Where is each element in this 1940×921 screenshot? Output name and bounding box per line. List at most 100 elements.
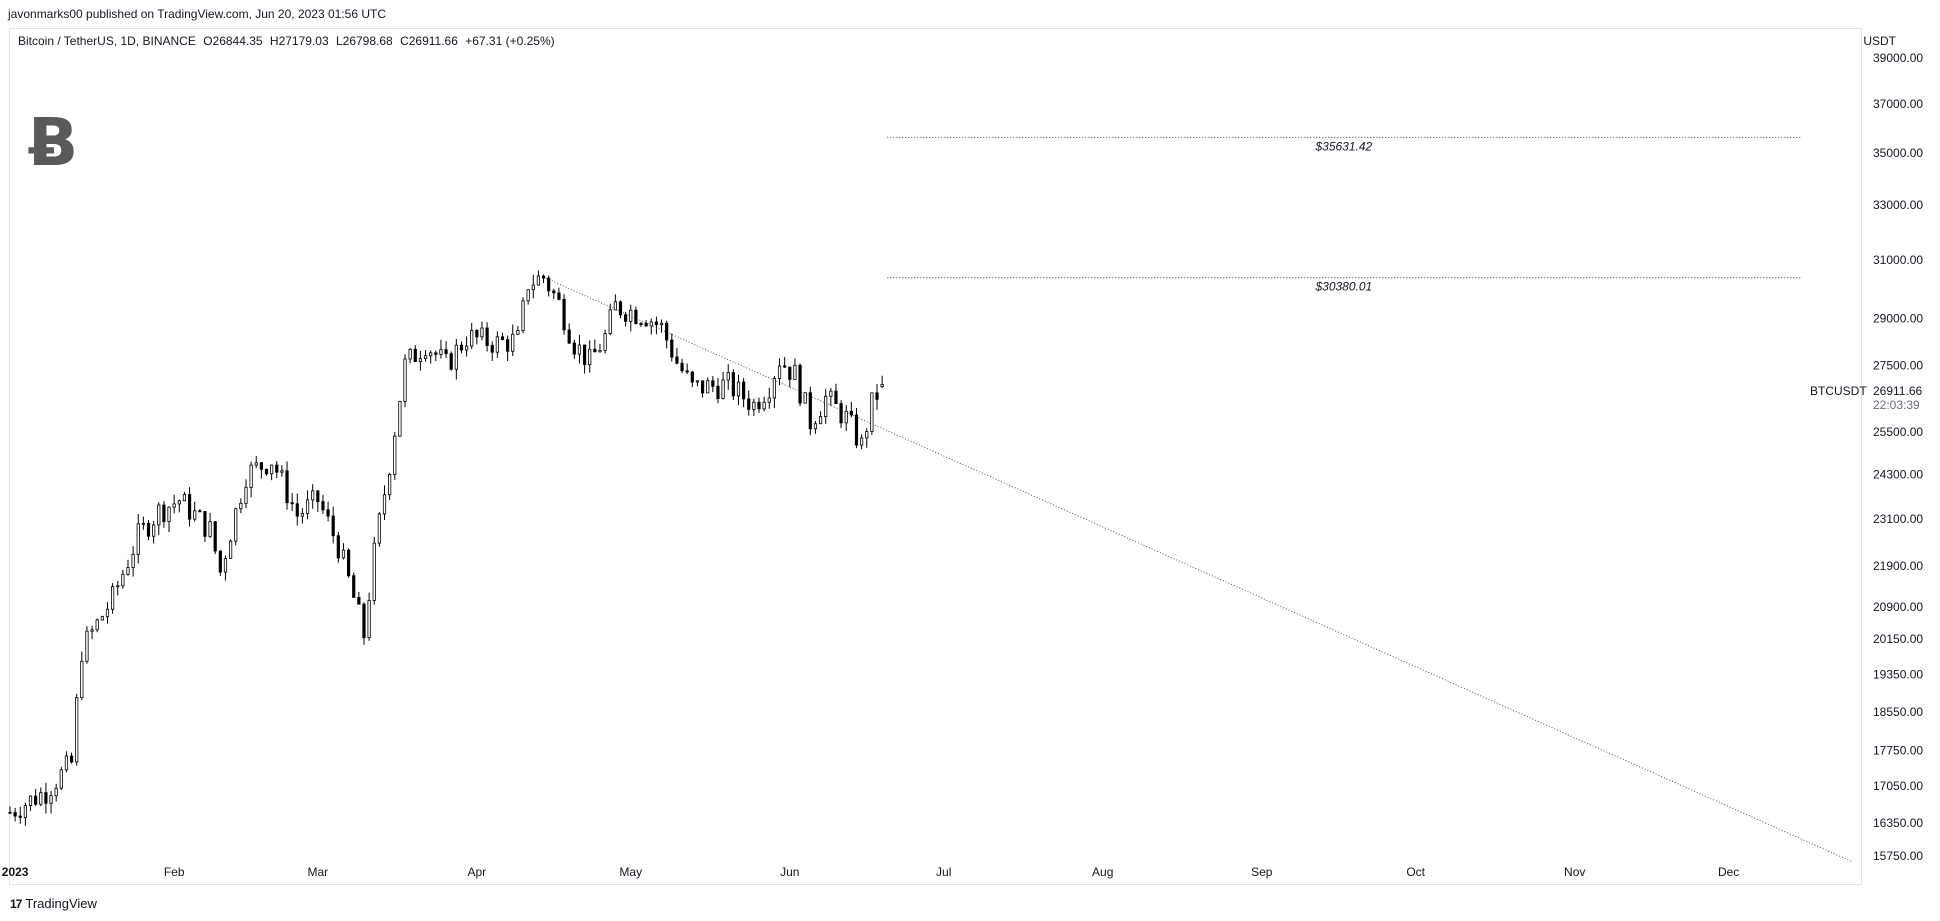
candle-body (547, 277, 551, 292)
candle-body (398, 400, 402, 437)
chart-legend: Bitcoin / TetherUS, 1D, BINANCE O26844.3… (18, 34, 559, 48)
y-tick-label: 19350.00 (1873, 668, 1923, 682)
candle-body (798, 364, 802, 404)
candle-body (90, 629, 94, 632)
price-label-price: 26911.66 (1873, 384, 1922, 398)
candle-body (752, 401, 756, 410)
candle-body (485, 327, 489, 346)
candle-body (167, 506, 171, 522)
candle-body (39, 792, 43, 805)
candle-body (649, 321, 653, 327)
y-tick-label: 15750.00 (1873, 849, 1923, 863)
candle-body (203, 511, 207, 537)
candle-body (54, 787, 58, 797)
candle-body (326, 509, 330, 517)
candle-body (346, 549, 351, 577)
candle-body (731, 372, 735, 397)
candle-body (695, 380, 700, 383)
candle-body (788, 366, 792, 380)
y-tick-label: 35000.00 (1873, 146, 1923, 160)
candle-body (23, 805, 27, 818)
candle-body (536, 275, 541, 286)
candle-body (300, 513, 305, 517)
candles-group (8, 270, 884, 826)
y-tick-label: 20150.00 (1873, 632, 1923, 646)
candle-body (654, 321, 659, 326)
candle-body (382, 494, 387, 515)
candle-body (716, 385, 720, 399)
candle-body (85, 630, 89, 662)
candle-body (680, 362, 684, 372)
candle-body (767, 397, 771, 403)
candle-body (264, 468, 269, 475)
candle-body (808, 392, 812, 430)
candle-body (598, 349, 602, 353)
candle-body (121, 573, 125, 587)
x-axis: 2023 Feb Mar Apr May Jun Jul Aug Sep Oct Nov Dec (2, 865, 1740, 879)
candle-body (762, 401, 766, 410)
candle-body (388, 474, 392, 496)
candle-body (870, 392, 874, 432)
candle-body (249, 464, 253, 488)
candle-body (670, 339, 674, 358)
candle-body (454, 344, 458, 370)
candle-body (567, 329, 571, 344)
y-tick-label: 27500.00 (1873, 358, 1923, 372)
legend-symbol[interactable]: Bitcoin / TetherUS, 1D, BINANCE (18, 34, 196, 48)
candle-body (275, 464, 279, 473)
currency-label[interactable]: USDT (1863, 34, 1896, 48)
y-axis: 39000.00 37000.00 35000.00 33000.00 31000.00… (1873, 51, 1923, 863)
candle-body (131, 553, 135, 568)
candle-body (270, 464, 274, 475)
tradingview-footer[interactable]: 17 TradingView (10, 896, 97, 911)
candle-body (675, 356, 679, 364)
candle-body (783, 365, 787, 368)
candle-body (690, 371, 694, 383)
candle-body (352, 575, 356, 598)
candle-body (757, 401, 761, 410)
candle-body (331, 515, 335, 537)
legend-close: C26911.66 (400, 34, 458, 48)
candle-body (736, 381, 741, 397)
candle-body (552, 290, 556, 294)
last-price-label: BTCUSDT 26911.66 22:03:39 (1810, 384, 1922, 412)
candle-body (290, 502, 294, 505)
x-tick-label: Jul (936, 865, 951, 879)
candle-body (834, 390, 838, 405)
candle-body (475, 330, 479, 338)
candle-body (865, 431, 869, 439)
candle-body (28, 795, 33, 806)
candle-body (721, 379, 725, 399)
candle-body (100, 616, 104, 621)
candle-body (531, 284, 535, 291)
candle-body (357, 596, 361, 605)
candle-body (393, 435, 397, 475)
candle-body (880, 384, 884, 388)
candle-body (146, 522, 151, 537)
brand-text: TradingView (25, 896, 97, 911)
candle-body (295, 503, 299, 517)
candle-body (500, 336, 505, 340)
candle-body (521, 300, 525, 331)
candle-body (116, 585, 120, 588)
candle-body (613, 301, 617, 311)
candle-body (336, 535, 340, 559)
candle-body (829, 390, 833, 397)
candle-body (577, 344, 582, 355)
price-label-countdown: 22:03:39 (1873, 398, 1920, 412)
x-tick-label: Jun (780, 865, 799, 879)
y-tick-label: 20900.00 (1873, 600, 1923, 614)
candle-body (711, 380, 715, 387)
candle-body (813, 423, 818, 430)
candle-body (747, 398, 751, 410)
candle-body (49, 795, 53, 804)
trendline-group (543, 276, 1852, 862)
candle-body (208, 521, 212, 537)
x-tick-label: Aug (1092, 865, 1113, 879)
y-tick-label: 29000.00 (1873, 312, 1923, 326)
candle-body (777, 365, 782, 379)
candle-body (305, 499, 310, 514)
candle-body (408, 348, 412, 360)
candle-body (13, 812, 17, 817)
